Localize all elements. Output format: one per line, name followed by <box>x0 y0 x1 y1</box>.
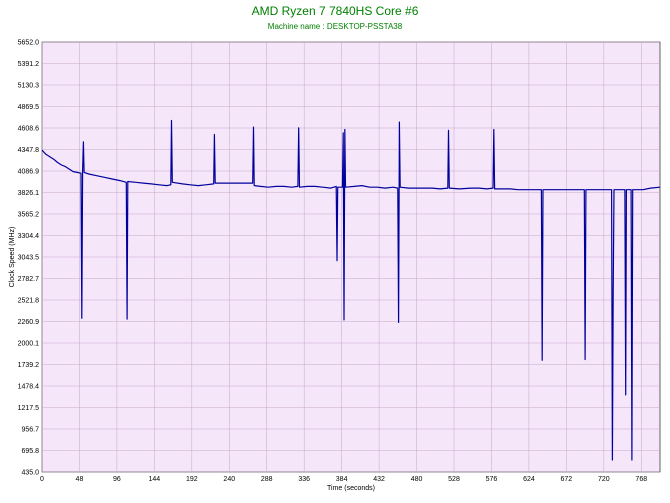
x-tick-label: 96 <box>113 476 121 483</box>
x-tick-label: 48 <box>76 476 84 483</box>
x-tick-label: 240 <box>223 476 235 483</box>
y-tick-label: 3565.2 <box>18 212 40 219</box>
y-tick-label: 3826.1 <box>18 190 40 197</box>
y-axis-ticks: 5652.0 5391.2 5130.3 4869.5 4608.6 4347.8 4086… <box>18 40 40 477</box>
y-tick-label: 5652.0 <box>18 40 40 47</box>
x-tick-label: 528 <box>448 476 460 483</box>
x-axis-label: Time (seconds) <box>327 485 375 492</box>
y-tick-label: 5130.3 <box>18 83 40 90</box>
chart-title: AMD Ryzen 7 7840HS Core #6 <box>251 4 419 18</box>
y-tick-label: 956.7 <box>21 427 39 434</box>
y-tick-label: 4086.9 <box>18 169 40 176</box>
y-tick-label: 435.0 <box>21 470 39 477</box>
y-tick-label: 2260.9 <box>18 319 40 326</box>
y-tick-label: 2782.7 <box>18 276 40 283</box>
x-tick-label: 720 <box>598 476 610 483</box>
y-tick-label: 4608.6 <box>18 126 40 133</box>
y-tick-label: 5391.2 <box>18 61 40 68</box>
y-tick-label: 3043.5 <box>18 255 40 262</box>
chart-subtitle: Machine name : DESKTOP-PSSTA38 <box>267 22 403 31</box>
x-tick-label: 288 <box>261 476 273 483</box>
y-tick-label: 695.8 <box>21 448 39 455</box>
clock-speed-series-line <box>41 119 661 461</box>
y-tick-label: 1217.5 <box>18 405 40 412</box>
y-tick-label: 2521.8 <box>18 298 40 305</box>
x-tick-label: 0 <box>40 476 44 483</box>
x-tick-label: 384 <box>336 476 348 483</box>
x-tick-label: 768 <box>635 476 647 483</box>
x-tick-label: 192 <box>186 476 198 483</box>
x-tick-label: 336 <box>298 476 310 483</box>
x-tick-label: 624 <box>523 476 535 483</box>
x-tick-label: 480 <box>411 476 423 483</box>
y-tick-label: 1478.4 <box>18 384 40 391</box>
x-tick-label: 576 <box>486 476 498 483</box>
x-tick-label: 672 <box>561 476 573 483</box>
x-axis-ticks: 0 48 96 144 192 240 288 336 384 432 480 528 576 624 67… <box>40 476 647 483</box>
x-tick-label: 144 <box>149 476 161 483</box>
y-tick-label: 1739.2 <box>18 362 40 369</box>
y-axis-label: Clock Speed (MHz) <box>9 227 16 288</box>
y-tick-label: 2000.1 <box>18 341 40 348</box>
y-tick-label: 4347.8 <box>18 147 40 154</box>
grid-lines <box>41 41 660 473</box>
x-tick-label: 432 <box>373 476 385 483</box>
y-tick-label: 3304.4 <box>18 233 40 240</box>
y-tick-label: 4869.5 <box>18 104 40 111</box>
